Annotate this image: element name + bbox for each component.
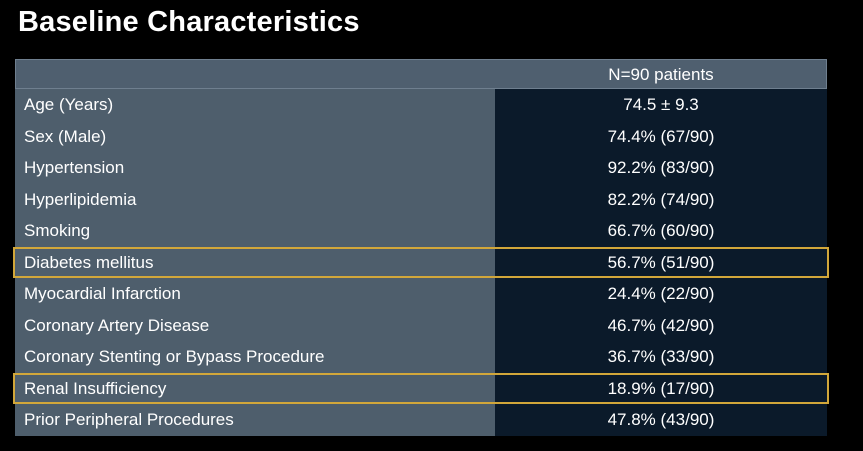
baseline-table: N=90 patients Age (Years) 74.5 ± 9.3 Sex… [13, 59, 829, 436]
row-label: Sex (Male) [15, 120, 495, 152]
row-value: 24.4% (22/90) [495, 278, 827, 310]
table-row-highlighted: Renal Insufficiency 18.9% (17/90) [13, 372, 829, 404]
row-label: Age (Years) [15, 89, 495, 121]
table-row: Coronary Stenting or Bypass Procedure 36… [15, 341, 827, 373]
row-label: Hyperlipidemia [15, 183, 495, 215]
row-label: Prior Peripheral Procedures [15, 404, 495, 436]
row-label: Hypertension [15, 152, 495, 184]
row-label: Renal Insufficiency [15, 372, 495, 404]
row-label: Smoking [15, 215, 495, 247]
row-value: 46.7% (42/90) [495, 309, 827, 341]
table-row-highlighted: Diabetes mellitus 56.7% (51/90) [13, 246, 829, 278]
row-value: 74.5 ± 9.3 [495, 89, 827, 121]
row-label: Diabetes mellitus [15, 246, 495, 278]
slide-title: Baseline Characteristics [18, 6, 360, 38]
row-value: 47.8% (43/90) [495, 404, 827, 436]
table-row: Myocardial Infarction 24.4% (22/90) [15, 278, 827, 310]
table-row: Coronary Artery Disease 46.7% (42/90) [15, 309, 827, 341]
table-row: Hypertension 92.2% (83/90) [15, 152, 827, 184]
row-label: Coronary Stenting or Bypass Procedure [15, 341, 495, 373]
row-value: 74.4% (67/90) [495, 120, 827, 152]
row-value: 82.2% (74/90) [495, 183, 827, 215]
row-value: 18.9% (17/90) [495, 372, 827, 404]
row-label: Myocardial Infarction [15, 278, 495, 310]
table-row: Hyperlipidemia 82.2% (74/90) [15, 183, 827, 215]
table-header-row: N=90 patients [15, 59, 827, 89]
table-row: Smoking 66.7% (60/90) [15, 215, 827, 247]
table-row: Age (Years) 74.5 ± 9.3 [15, 89, 827, 121]
row-label: Coronary Artery Disease [15, 309, 495, 341]
row-value: 66.7% (60/90) [495, 215, 827, 247]
header-empty-cell [16, 60, 496, 88]
table-row: Sex (Male) 74.4% (67/90) [15, 120, 827, 152]
row-value: 56.7% (51/90) [495, 246, 827, 278]
table-row: Prior Peripheral Procedures 47.8% (43/90… [15, 404, 827, 436]
row-value: 92.2% (83/90) [495, 152, 827, 184]
row-value: 36.7% (33/90) [495, 341, 827, 373]
column-header: N=90 patients [608, 65, 714, 84]
